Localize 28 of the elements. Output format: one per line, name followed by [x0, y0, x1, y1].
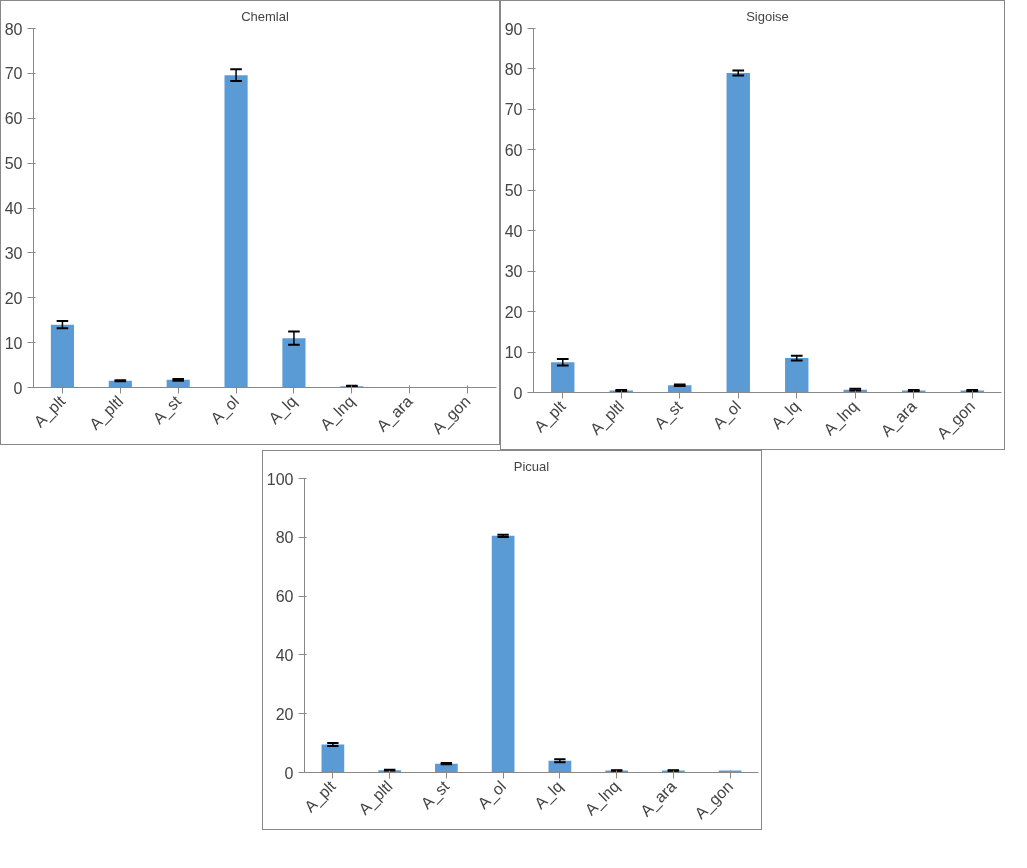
y-tick-label: 80	[504, 60, 523, 78]
y-tick-label: 30	[504, 263, 523, 281]
y-tick-label: 70	[4, 65, 23, 83]
y-tick-label: 40	[275, 646, 294, 664]
chart-title: Sigoise	[746, 8, 789, 24]
y-tick-label: 50	[4, 155, 23, 173]
y-tick-label: 0	[284, 764, 294, 782]
y-tick-label: 0	[13, 379, 23, 397]
y-tick-label: 90	[504, 20, 523, 38]
y-tick-label: 40	[4, 200, 23, 217]
y-tick-label: 50	[504, 182, 523, 200]
y-tick-label: 20	[4, 289, 23, 307]
y-tick-label: 40	[504, 222, 523, 240]
y-tick-label: 10	[504, 344, 523, 362]
chart-title: Chemlal	[241, 8, 289, 24]
y-tick-label: 60	[275, 588, 294, 606]
y-tick-label: 10	[4, 334, 23, 352]
y-tick-label: 60	[504, 141, 523, 159]
y-tick-label: 80	[275, 529, 294, 547]
y-tick-label: 60	[4, 110, 23, 128]
y-tick-label: 20	[275, 705, 294, 723]
chart-title: Picual	[513, 458, 550, 474]
y-tick-label: 30	[4, 244, 23, 262]
y-tick-label: 20	[504, 303, 523, 321]
y-tick-label: 0	[513, 384, 523, 402]
y-tick-label: 100	[266, 470, 294, 488]
y-tick-label: 80	[4, 20, 23, 38]
y-tick-label: 70	[504, 101, 523, 119]
